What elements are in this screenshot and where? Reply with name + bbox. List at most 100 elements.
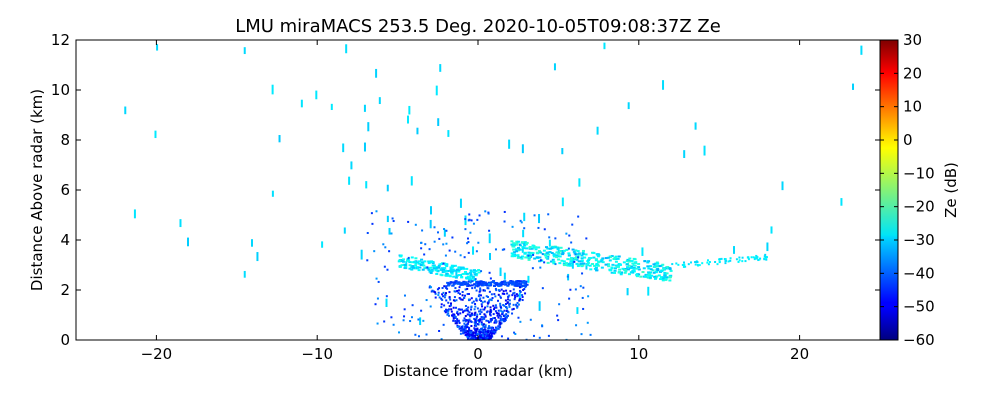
clutter-echo (489, 306, 492, 309)
clutter-echo (474, 320, 477, 323)
clutter-echo (432, 290, 435, 293)
clutter-echo (481, 318, 484, 321)
clutter-echo (515, 293, 518, 296)
cloud-echo (764, 255, 767, 258)
cloud-echo (470, 284, 474, 287)
clutter-echo (488, 290, 491, 293)
cloud-echo (539, 251, 543, 254)
clutter-echo (475, 330, 478, 333)
clutter-echo (503, 309, 506, 312)
cloud-echo (523, 244, 527, 247)
clutter-echo (500, 322, 503, 325)
clutter-echo (442, 291, 445, 294)
cloud-echo (551, 258, 555, 261)
noise-speck (363, 104, 366, 112)
clutter-echo (366, 259, 369, 262)
cloud-echo (623, 271, 627, 274)
noise-speck (124, 106, 127, 115)
clutter-echo (487, 295, 490, 298)
clutter-echo (451, 314, 454, 317)
clutter-echo (477, 323, 480, 326)
cloud-echo (430, 260, 434, 263)
clutter-echo (494, 331, 497, 334)
cloud-echo (738, 259, 741, 262)
clutter-echo (472, 334, 475, 337)
clutter-echo (456, 312, 459, 315)
cloud-echo (648, 265, 652, 268)
noise-speck (256, 252, 259, 262)
clutter-echo (443, 304, 446, 307)
clutter-echo (501, 310, 504, 313)
clutter-echo (455, 299, 458, 302)
cloud-echo (444, 262, 448, 265)
clutter-echo (463, 327, 466, 330)
cloud-echo (439, 273, 443, 276)
cloud-echo (747, 258, 750, 261)
clutter-echo (478, 290, 481, 293)
cloud-echo (414, 262, 418, 265)
clutter-echo (504, 317, 507, 320)
cloud-echo (432, 266, 436, 269)
clutter-echo (556, 314, 559, 317)
cloud-echo (449, 268, 453, 271)
clutter-echo (484, 314, 487, 317)
clutter-echo (468, 313, 471, 316)
clutter-echo (493, 306, 496, 309)
cloud-echo (568, 263, 572, 266)
clutter-echo (466, 336, 469, 339)
cloud-echo (654, 262, 658, 265)
cloud-echo (438, 263, 442, 266)
clutter-echo (529, 318, 532, 321)
clutter-echo (466, 287, 469, 290)
clutter-echo (505, 289, 508, 292)
cloud-echo (637, 268, 641, 271)
cloud-echo (552, 255, 556, 258)
cloud-echo (451, 284, 455, 287)
noise-speck (271, 190, 274, 197)
cloud-echo (620, 271, 624, 274)
clutter-echo (464, 228, 467, 231)
cloud-echo (483, 281, 487, 284)
clutter-echo (466, 338, 469, 340)
clutter-echo (505, 306, 508, 309)
clutter-echo (502, 304, 505, 307)
cloud-echo (614, 258, 618, 261)
clutter-echo (476, 313, 479, 316)
noise-speck (321, 241, 324, 248)
noise-speck (410, 176, 413, 186)
cloud-echo (597, 261, 601, 264)
clutter-echo (452, 319, 455, 322)
clutter-echo (474, 321, 477, 324)
clutter-echo (409, 320, 412, 323)
clutter-echo (475, 289, 478, 292)
noise-speck (416, 127, 419, 135)
cloud-echo (494, 283, 498, 286)
cloud-echo (475, 281, 479, 284)
cloud-echo (423, 267, 427, 270)
clutter-echo (422, 319, 425, 322)
clutter-echo (446, 313, 449, 316)
cloud-echo (524, 280, 528, 283)
clutter-echo (589, 333, 592, 336)
clutter-echo (460, 298, 463, 301)
cloud-echo (567, 254, 571, 257)
cloud-echo (646, 261, 650, 264)
cloud-echo (628, 267, 632, 270)
clutter-echo (491, 332, 494, 335)
cloud-echo (516, 256, 520, 259)
cloud-echo (547, 253, 551, 256)
colorbar-tick-label: 20 (903, 64, 922, 82)
clutter-echo (577, 256, 580, 259)
x-tick-label: −10 (301, 345, 333, 363)
y-tick-label: 8 (60, 131, 70, 149)
noise-speck (187, 237, 190, 247)
cloud-echo (690, 261, 693, 264)
cloud-echo (434, 266, 438, 269)
clutter-echo (502, 318, 505, 321)
noise-speck (472, 246, 475, 255)
cloud-echo (659, 276, 663, 279)
cloud-echo (462, 280, 466, 283)
clutter-echo (487, 320, 490, 323)
clutter-echo (452, 315, 455, 318)
